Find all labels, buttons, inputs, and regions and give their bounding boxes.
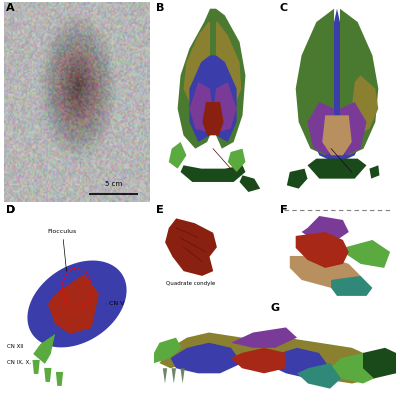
Polygon shape (308, 102, 334, 155)
Polygon shape (340, 102, 366, 155)
Polygon shape (172, 368, 176, 384)
Polygon shape (178, 9, 213, 149)
Polygon shape (202, 102, 224, 135)
Polygon shape (190, 55, 213, 142)
Polygon shape (170, 343, 242, 373)
Text: E: E (156, 205, 164, 215)
Polygon shape (240, 175, 260, 192)
Polygon shape (56, 372, 63, 386)
Text: Quadrate condyle: Quadrate condyle (166, 281, 216, 286)
Polygon shape (220, 327, 297, 348)
Polygon shape (331, 276, 372, 296)
Polygon shape (322, 115, 352, 155)
Polygon shape (213, 55, 237, 142)
Polygon shape (216, 22, 241, 109)
Polygon shape (190, 82, 213, 132)
Text: C: C (280, 3, 288, 13)
Text: CN V: CN V (109, 302, 124, 306)
Text: G: G (270, 303, 280, 313)
Polygon shape (180, 165, 246, 182)
Polygon shape (213, 9, 246, 149)
Polygon shape (160, 333, 385, 384)
Polygon shape (308, 159, 366, 179)
Polygon shape (296, 9, 334, 155)
Polygon shape (352, 75, 378, 135)
Polygon shape (287, 169, 308, 188)
Polygon shape (340, 9, 378, 155)
Polygon shape (184, 22, 210, 109)
Polygon shape (297, 363, 341, 388)
Polygon shape (337, 9, 372, 162)
Polygon shape (302, 216, 349, 240)
Text: CN XII: CN XII (7, 344, 24, 349)
Polygon shape (154, 338, 182, 363)
Polygon shape (363, 348, 396, 379)
Text: 5 cm: 5 cm (105, 181, 122, 187)
Polygon shape (264, 348, 330, 379)
Polygon shape (44, 368, 52, 382)
Polygon shape (163, 368, 167, 384)
Polygon shape (33, 334, 55, 364)
Text: D: D (6, 205, 15, 215)
Polygon shape (290, 256, 361, 288)
Polygon shape (165, 218, 217, 276)
Text: D: D (6, 205, 15, 215)
Text: A: A (6, 3, 15, 13)
Polygon shape (228, 149, 246, 172)
Polygon shape (343, 240, 390, 268)
Polygon shape (370, 165, 380, 179)
Polygon shape (32, 360, 40, 374)
Polygon shape (302, 9, 337, 162)
Polygon shape (169, 142, 186, 169)
Polygon shape (330, 353, 385, 384)
Polygon shape (48, 274, 99, 334)
Polygon shape (296, 232, 349, 268)
Polygon shape (28, 261, 126, 347)
Text: F: F (280, 205, 288, 215)
Polygon shape (213, 82, 237, 132)
Polygon shape (231, 348, 286, 373)
Text: CN IX, X, XI: CN IX, X, XI (7, 360, 38, 365)
Text: B: B (156, 3, 164, 13)
Text: F: F (280, 205, 288, 215)
Text: E: E (156, 205, 164, 215)
Polygon shape (180, 368, 185, 384)
Text: Flocculus: Flocculus (48, 229, 77, 271)
